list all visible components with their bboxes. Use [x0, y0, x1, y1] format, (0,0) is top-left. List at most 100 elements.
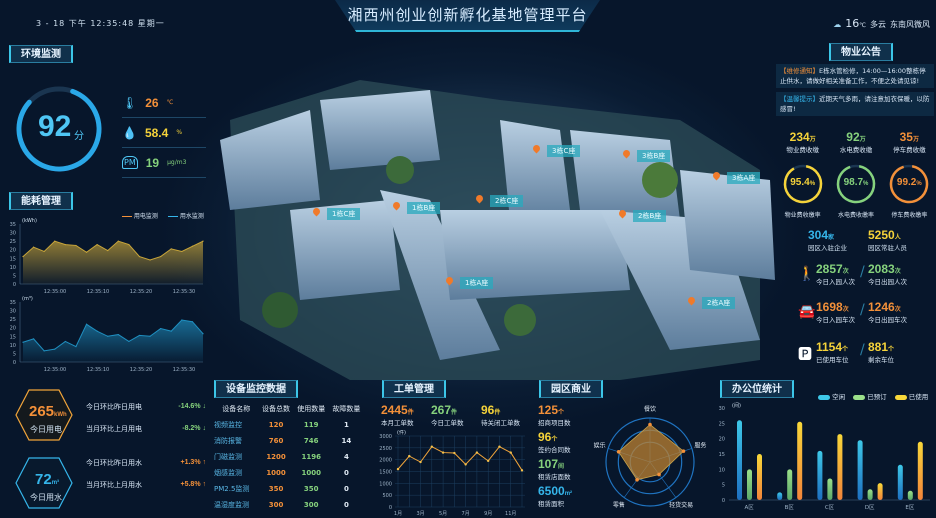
- table-cell: 300: [303, 501, 319, 509]
- fee-rates: 95.4% 物业费收缴率 98.7% 水电费收缴率 99.2% 停车费收缴率: [776, 162, 936, 219]
- data-point: [75, 244, 77, 247]
- series-line: [22, 240, 204, 261]
- notice-item[interactable]: 【维修通知】E栋水管检修，14:00—16:00整栋停止供水，请做好相关准备工作…: [776, 64, 934, 88]
- x-tick-label: 12:35:30: [173, 289, 195, 295]
- x-tick-label: 5月: [439, 511, 447, 517]
- campus-3d-view[interactable]: [200, 60, 780, 380]
- data-point: [181, 250, 183, 253]
- table-cell: 烟感监测: [214, 469, 242, 477]
- y-tick-label: 500: [382, 493, 392, 499]
- score-gauge: [16, 86, 102, 172]
- companies-stat: 304家 园区入驻企业: [808, 228, 847, 252]
- table-row[interactable]: PM2.5监测 350 350 0: [214, 481, 364, 497]
- building-tag[interactable]: 3栋B座: [637, 150, 671, 162]
- table-cell: 1000: [301, 469, 321, 477]
- data-point: [520, 469, 524, 472]
- y-tick-label: 5: [13, 273, 16, 279]
- table-row[interactable]: 消防报警 760 746 14: [214, 433, 364, 449]
- radar-axis-label: 服务: [694, 442, 706, 450]
- energy-legend: 用电监测 用水监测: [122, 211, 204, 220]
- building-tag[interactable]: 1栋C座: [327, 208, 361, 220]
- radar-axis-label: 餐饮: [644, 405, 656, 413]
- table-row[interactable]: 视频监控 120 119 1: [214, 417, 364, 433]
- y-tick-label: 25: [10, 239, 16, 245]
- table-row[interactable]: 烟感监测 1000 1000 0: [214, 465, 364, 481]
- table-cell: 0: [343, 501, 349, 509]
- building-tag[interactable]: 2栋C座: [490, 195, 524, 207]
- compare-row: 当月环比上月用电 -8.2% ↓: [86, 425, 206, 433]
- building-tag[interactable]: 2栋B座: [633, 210, 667, 222]
- car-icon: 🚘: [798, 304, 816, 320]
- building-tag[interactable]: 3栋C座: [547, 145, 581, 157]
- elec-hexagon: [15, 389, 73, 441]
- divider: /: [860, 302, 865, 318]
- score-unit: 分: [74, 131, 84, 142]
- section-title-workorder: 工单管理: [382, 380, 446, 398]
- axis-unit: (kWh): [22, 218, 37, 224]
- building-tag[interactable]: 3栋A座: [727, 172, 761, 184]
- x-tick-label: E区: [905, 504, 914, 511]
- notice-item[interactable]: 【温馨提示】近期天气多雨，请注意加衣保暖，以防感冒!: [776, 92, 934, 116]
- section-title-office: 办公位统计: [720, 380, 794, 398]
- series-line: [397, 446, 523, 471]
- data-point: [202, 333, 204, 335]
- y-tick-label: 35: [10, 300, 16, 306]
- data-point: [96, 330, 98, 332]
- bar: [867, 489, 873, 500]
- building-tag[interactable]: 1栋A座: [460, 277, 494, 289]
- workorder-stat: 2445件 本月工单数: [381, 403, 414, 427]
- workorder-stat: 96件 待关闭工单数: [481, 403, 520, 427]
- x-tick-label: 1月: [394, 511, 402, 517]
- rate-ring: 99.2% 停车费收缴率: [883, 162, 936, 219]
- fee-stat: 92万 水电费收缴: [839, 130, 873, 154]
- y-tick-label: 5: [722, 483, 725, 489]
- data-point: [202, 240, 204, 242]
- data-point: [96, 243, 98, 246]
- bar: [797, 421, 803, 500]
- flow-stat: 2857次 今日入园人次: [816, 262, 855, 286]
- y-tick-label: 25: [10, 317, 16, 323]
- data-point: [419, 460, 422, 464]
- x-tick-label: 11月: [505, 511, 516, 517]
- fee-stat: 234万 物业费收缴: [786, 130, 819, 154]
- device-table: 设备名称 设备总数 使用数量 故障数量 视频监控 120 119 1 消防报警 760 746 14 门…: [214, 401, 364, 513]
- building-tag[interactable]: 1栋B座: [407, 202, 441, 214]
- fee-stats: 234万 物业费收缴 92万 水电费收缴 35万 停车费收缴: [776, 130, 936, 154]
- data-point: [117, 333, 119, 336]
- series-line: [22, 319, 204, 352]
- y-tick-label: 10: [10, 343, 16, 349]
- flow-stat: 2083次 今日出园人次: [868, 262, 907, 286]
- x-tick-label: B区: [785, 504, 795, 511]
- arrow-up-icon: ↑: [202, 481, 207, 488]
- data-point: [75, 345, 77, 348]
- axis-unit: (m³): [22, 296, 33, 302]
- y-tick-label: 20: [719, 437, 725, 443]
- pm25-icon: PM: [122, 156, 138, 169]
- compare-row: 今日环比昨日用电 -14.6% ↓: [86, 403, 206, 411]
- radar-axis-label: 轻货交易: [669, 501, 693, 509]
- legend-elec: 用电监测: [122, 211, 158, 220]
- column-header: 故障数量: [332, 405, 361, 413]
- y-tick-label: 2000: [379, 458, 392, 464]
- bar: [777, 492, 783, 500]
- residents-stat: 5250人 园区常驻人员: [868, 228, 907, 252]
- table-cell: 350: [303, 485, 319, 493]
- pm25-item: PM 19 μg/m3: [122, 148, 206, 178]
- x-tick-label: 12:35:30: [173, 367, 195, 373]
- x-tick-label: 9月: [484, 511, 492, 517]
- rate-ring: 98.7% 水电费收缴率: [829, 162, 882, 219]
- building-tag[interactable]: 2栋A座: [702, 297, 736, 309]
- section-title-env: 环境监测: [9, 45, 73, 63]
- y-tick-label: 3000: [379, 434, 392, 440]
- table-row[interactable]: 温湿度监测 300 300 0: [214, 497, 364, 513]
- score-value: 92: [38, 110, 72, 143]
- arrow-up-icon: ↑: [202, 459, 207, 466]
- data-point: [191, 245, 194, 247]
- radar-point: [616, 450, 621, 454]
- y-tick-label: 1000: [379, 481, 392, 487]
- table-row[interactable]: 门磁监测 1200 1196 4: [214, 449, 364, 465]
- section-title-notice: 物业公告: [829, 43, 893, 61]
- y-tick-label: 0: [722, 498, 725, 504]
- table-cell: 温湿度监测: [214, 501, 249, 509]
- x-tick-label: 7月: [462, 511, 470, 517]
